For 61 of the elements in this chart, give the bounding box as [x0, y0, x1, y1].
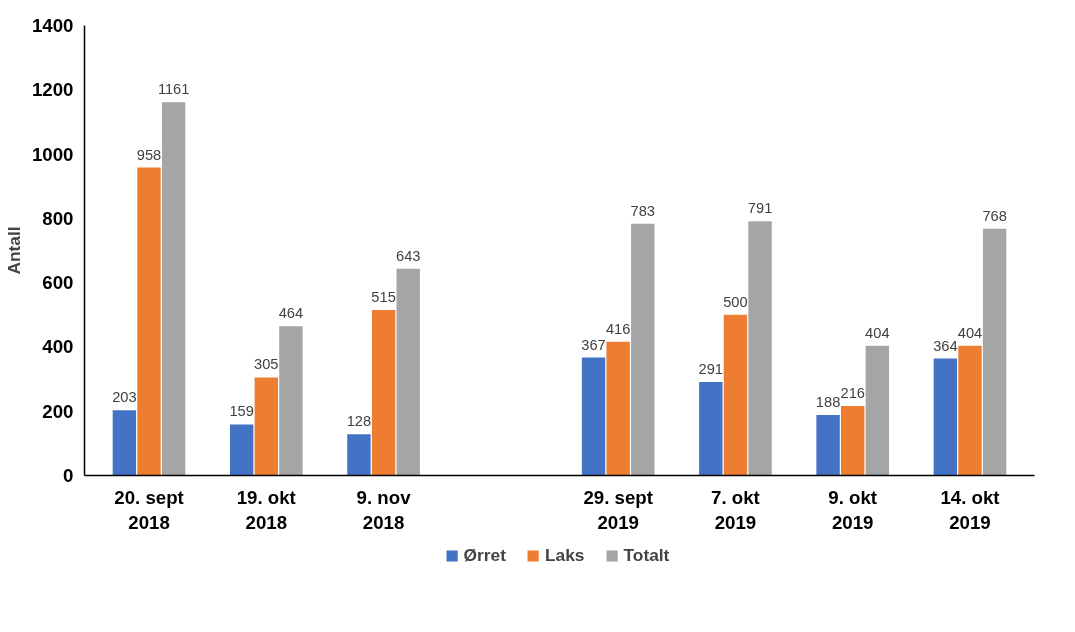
bar	[631, 223, 655, 476]
bar	[229, 424, 254, 476]
bar	[723, 314, 748, 476]
y-tick-label: 400	[42, 336, 74, 358]
data-label: 404	[865, 324, 890, 341]
x-tick-label: 20. sept 2018	[114, 486, 184, 533]
data-label: 159	[229, 403, 254, 420]
data-label: 364	[933, 337, 958, 354]
y-tick-label: 800	[42, 207, 74, 229]
bar	[816, 415, 840, 476]
y-tick-label: 1000	[32, 143, 74, 165]
data-label: 216	[840, 385, 865, 402]
bar	[161, 102, 186, 476]
data-label: 203	[112, 389, 137, 406]
y-tick-label: 1400	[32, 15, 74, 36]
data-label: 791	[747, 200, 773, 217]
data-label: 404	[957, 324, 983, 341]
data-label: 291	[698, 360, 724, 377]
bar	[606, 341, 630, 476]
x-tick-label: 29. sept 2019	[583, 486, 653, 533]
bar	[279, 326, 303, 476]
data-label: 305	[254, 356, 279, 373]
legend-label: Totalt	[623, 544, 670, 566]
x-tick-label: 9. nov 2018	[356, 486, 412, 533]
data-label: 500	[723, 293, 748, 310]
data-label: 1161	[157, 81, 190, 98]
data-label: 188	[815, 394, 841, 411]
data-label: 367	[581, 336, 606, 353]
data-label: 515	[371, 288, 396, 305]
y-tick-label: 1200	[32, 79, 74, 101]
y-tick-label: 200	[42, 400, 74, 422]
bar	[371, 309, 396, 476]
bar	[865, 345, 890, 476]
x-tick-label: 19. okt 2018	[236, 486, 296, 533]
bar	[982, 228, 1007, 476]
x-tick-label: 9. okt 2019	[828, 486, 878, 533]
bar	[396, 268, 420, 476]
bar	[254, 377, 278, 476]
bar	[841, 406, 865, 476]
bar	[112, 410, 137, 476]
legend-label: Laks	[544, 544, 585, 566]
bar	[958, 345, 982, 476]
y-axis-title: Antall	[4, 226, 24, 275]
bar	[933, 358, 958, 476]
data-label: 958	[136, 146, 162, 163]
bar	[699, 381, 723, 476]
data-label: 768	[982, 207, 1007, 224]
bar	[748, 221, 772, 476]
y-tick-label: 600	[42, 272, 74, 294]
bar	[581, 357, 606, 476]
data-label: 416	[605, 320, 631, 337]
data-label: 464	[278, 305, 304, 322]
legend-label: Ørret	[463, 544, 506, 566]
y-tick-label: 0	[63, 465, 74, 486]
data-label: 643	[395, 247, 421, 264]
x-tick-label: 7. okt 2019	[711, 486, 760, 533]
bar	[137, 167, 161, 476]
x-tick-label: 14. okt 2019	[940, 486, 1000, 533]
bar	[347, 434, 371, 476]
data-label: 783	[630, 202, 656, 219]
data-label: 128	[346, 413, 372, 430]
